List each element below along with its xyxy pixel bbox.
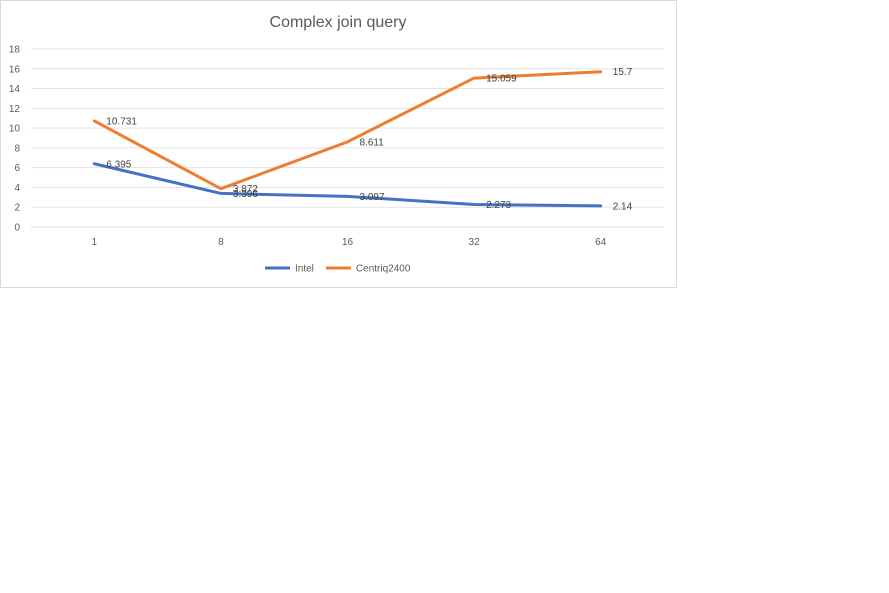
y-tick-label: 16 xyxy=(9,64,21,75)
data-label: 3.396 xyxy=(233,189,258,200)
x-axis-ticks: 1 8 16 32 64 xyxy=(92,237,607,248)
y-tick-label: 4 xyxy=(14,183,20,194)
y-tick-label: 8 xyxy=(14,143,20,154)
y-axis-ticks: 0 2 4 6 8 10 12 14 16 18 xyxy=(9,45,21,234)
data-label: 10.731 xyxy=(106,116,137,127)
y-tick-label: 6 xyxy=(14,163,20,174)
x-tick-label: 64 xyxy=(595,237,607,248)
data-label: 3.872 xyxy=(233,184,258,195)
gridlines xyxy=(31,48,664,228)
y-tick-label: 14 xyxy=(9,84,21,95)
y-tick-label: 0 xyxy=(14,223,20,234)
x-tick-label: 1 xyxy=(92,237,98,248)
data-label: 15.7 xyxy=(613,67,633,78)
data-label: 6.395 xyxy=(106,159,131,170)
x-tick-label: 16 xyxy=(342,237,354,248)
y-tick-label: 2 xyxy=(14,203,20,214)
data-label: 15.059 xyxy=(486,74,517,85)
legend: Intel Centriq2400 xyxy=(265,264,411,275)
data-label: 2.273 xyxy=(486,200,511,211)
legend-label: Intel xyxy=(295,264,314,275)
legend-label: Centriq2400 xyxy=(356,264,411,275)
series-line-intel xyxy=(92,162,603,208)
y-tick-label: 12 xyxy=(9,104,21,115)
data-label: 2.14 xyxy=(613,201,633,212)
data-label: 3.097 xyxy=(360,192,385,203)
chart-title: Complex join query xyxy=(270,14,407,31)
y-tick-label: 18 xyxy=(9,45,21,56)
data-labels: 6.395 3.396 3.097 2.273 2.14 10.731 3.872 8.611… xyxy=(106,67,632,212)
y-tick-label: 10 xyxy=(9,124,21,135)
x-tick-label: 8 xyxy=(218,237,224,248)
data-label: 8.611 xyxy=(360,137,385,148)
x-tick-label: 32 xyxy=(469,237,481,248)
series-group xyxy=(92,70,603,208)
series-line-centriq2400 xyxy=(92,70,603,191)
